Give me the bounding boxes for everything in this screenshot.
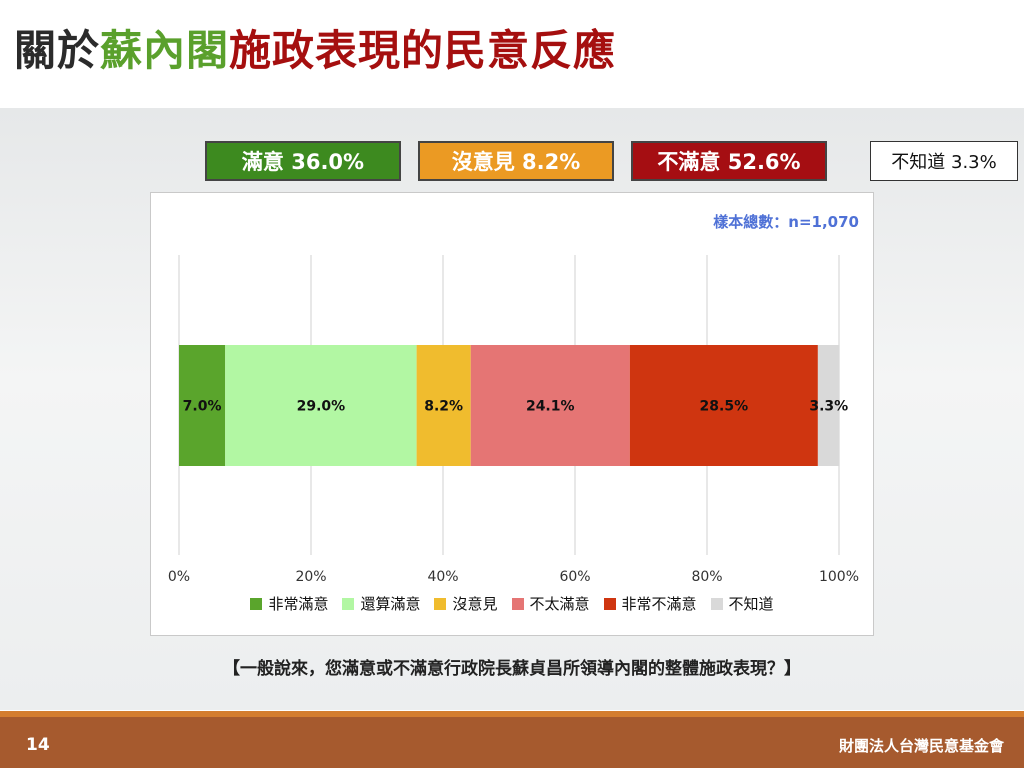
legend-item-4: 非常不滿意 <box>603 593 697 614</box>
bar-segment-2 <box>416 345 471 466</box>
legend-label: 非常不滿意 <box>621 595 697 613</box>
slide-title: 關於蘇內閣施政表現的民意反應 <box>14 30 616 72</box>
legend-swatch <box>603 597 616 610</box>
bar-segment-4 <box>629 345 818 466</box>
bar-segment-1 <box>225 345 417 466</box>
data-label-3: 24.1% <box>526 399 575 415</box>
survey-question: 【一般說來，您滿意或不滿意行政院長蘇貞昌所領導內閣的整體施政表現？】 <box>223 659 801 679</box>
x-tick-label: 100% <box>819 569 859 585</box>
title-part-about: 關於 <box>14 26 101 75</box>
chart-legend: 非常滿意 還算滿意 沒意見 不太滿意 非常不滿意 不知道 <box>151 593 873 614</box>
x-tick-label: 0% <box>168 569 190 585</box>
data-label-0: 7.0% <box>183 399 222 415</box>
legend-swatch <box>434 597 447 610</box>
chart-panel: 樣本總數：n=1,070 0% 20% 40% 60% 80% 100% 7.0% 29.0%… <box>150 192 874 636</box>
bar-segment-3 <box>470 345 630 466</box>
legend-label: 還算滿意 <box>360 595 421 613</box>
data-label-2: 8.2% <box>424 399 463 415</box>
legend-item-3: 不太滿意 <box>511 593 590 614</box>
stacked-bar-chart: 0% 20% 40% 60% 80% 100% 7.0% 29.0% 8.2% 24.1% 28.5… <box>168 255 859 585</box>
bar-segment-5 <box>817 345 840 466</box>
bar-segment-0 <box>179 345 226 466</box>
summary-dont-know-box: 不知道 3.3% <box>870 141 1018 181</box>
legend-item-2: 沒意見 <box>434 593 498 614</box>
x-tick-label: 20% <box>295 569 326 585</box>
data-label-5: 3.3% <box>809 399 848 415</box>
summary-no-opinion-box: 沒意見 8.2% <box>418 141 614 181</box>
legend-swatch <box>250 597 263 610</box>
title-part-topic: 施政表現的民意反應 <box>229 26 617 75</box>
page-number: 14 <box>26 735 50 755</box>
summary-dissatisfied-box: 不滿意 52.6% <box>631 141 827 181</box>
legend-label: 非常滿意 <box>268 595 329 613</box>
legend-item-1: 還算滿意 <box>342 593 420 614</box>
data-label-1: 29.0% <box>297 399 346 415</box>
x-tick-label: 80% <box>691 569 722 585</box>
legend-swatch <box>710 597 723 610</box>
legend-swatch <box>342 597 355 610</box>
x-tick-label: 40% <box>427 569 458 585</box>
legend-label: 沒意見 <box>452 595 498 613</box>
footer-bar: 14 財團法人台灣民意基金會 <box>0 711 1024 768</box>
title-part-cabinet: 蘇內閣 <box>100 26 230 75</box>
legend-label: 不知道 <box>728 595 774 613</box>
sample-size-label: 樣本總數：n=1,070 <box>713 213 859 231</box>
x-tick-label: 60% <box>559 569 590 585</box>
legend-label: 不太滿意 <box>529 595 590 613</box>
legend-item-5: 不知道 <box>710 593 774 614</box>
legend-item-0: 非常滿意 <box>250 593 328 614</box>
summary-satisfied-box: 滿意 36.0% <box>205 141 401 181</box>
organization-name: 財團法人台灣民意基金會 <box>838 737 1004 755</box>
legend-swatch <box>511 597 524 610</box>
data-label-4: 28.5% <box>700 399 749 415</box>
